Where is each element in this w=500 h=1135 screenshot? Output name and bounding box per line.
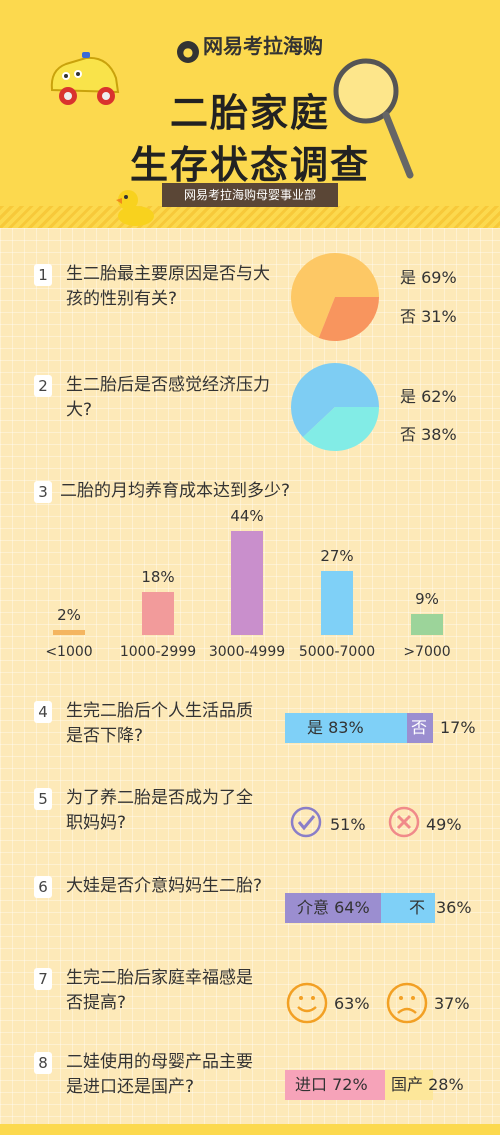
bar-no-value: 17%: [440, 718, 476, 737]
cross-icon: [388, 806, 420, 838]
magnifier-icon: [333, 58, 414, 179]
bar-not-mind: 不: [381, 893, 435, 923]
check-icon: [290, 806, 322, 838]
bar-domestic: 国产 28%: [385, 1070, 464, 1100]
bar-value-label: 2%: [57, 606, 81, 625]
bar-value-label: 18%: [141, 568, 175, 587]
pie-chart-q2: [291, 363, 379, 451]
koala-logo-icon: ●: [177, 41, 199, 63]
bar: [321, 571, 353, 635]
bar-yes: 是 83%: [285, 713, 407, 743]
question-text: 生完二胎后家庭幸福感是否提高?: [66, 968, 253, 1013]
question-number: 1: [34, 264, 52, 286]
brand-name: 网易考拉海购: [203, 34, 323, 58]
bar: [142, 592, 174, 635]
bar: [53, 630, 85, 635]
bar-category-label: 3000-4999: [208, 644, 286, 660]
question-number: 4: [34, 701, 52, 723]
question-number: 6: [34, 876, 52, 898]
pie-chart-q1: [291, 253, 379, 341]
question-text: 生完二胎后个人生活品质是否下降?: [66, 701, 253, 746]
smile-icon: [286, 982, 328, 1024]
bar-category-label: 1000-2999: [119, 644, 197, 660]
pie-label-no: 否 31%: [400, 307, 457, 326]
pie-slice-yes: [291, 253, 379, 338]
pie-label-yes: 是 62%: [400, 387, 457, 406]
question-text: 生二胎最主要原因是否与大孩的性别有关?: [66, 264, 270, 309]
pie-slice-no: [318, 297, 379, 341]
no-value: 49%: [426, 815, 462, 834]
bar: [411, 613, 443, 635]
sad-icon: [386, 982, 428, 1024]
page-title-line2: 生存状态调查: [129, 143, 370, 187]
yes-value: 63%: [334, 994, 370, 1013]
bar-category-label: 5000-7000: [298, 644, 376, 660]
bar: [231, 531, 263, 635]
pie-label-no: 否 38%: [400, 425, 457, 444]
question-text: 大娃是否介意妈妈生二胎?: [66, 876, 263, 896]
question-text: 为了养二胎是否成为了全职妈妈?: [66, 788, 253, 833]
brand-logo: ● 网易考拉海购: [0, 30, 500, 63]
page-title-line1: 二胎家庭: [169, 91, 330, 135]
question-number: 7: [34, 968, 52, 990]
bar-value-label: 27%: [320, 547, 354, 566]
bar-no: 否: [407, 713, 433, 743]
bar-category-label: >7000: [403, 644, 451, 660]
question-number: 5: [34, 788, 52, 810]
question-text: 生二胎后是否感觉经济压力大?: [66, 375, 270, 420]
question-text: 二娃使用的母婴产品主要是进口还是国产?: [66, 1052, 253, 1097]
pie-label-yes: 是 69%: [400, 268, 457, 287]
department-ribbon: 网易考拉海购母婴事业部: [154, 183, 346, 211]
yes-value: 51%: [330, 815, 366, 834]
question-text: 二胎的月均养育成本达到多少?: [60, 481, 291, 501]
pie-slice-no: [302, 407, 379, 451]
bar-value-label: 44%: [230, 507, 264, 525]
header-banner: ● 网易考拉海购 二胎家庭 生存状态调查 网易考拉海购母婴事业部: [0, 0, 500, 228]
question-number: 8: [34, 1052, 52, 1074]
toy-car-icon: [50, 52, 120, 105]
bar-category-label: <1000: [45, 644, 93, 660]
no-value: 37%: [434, 994, 470, 1013]
bar-not-mind-value: 36%: [436, 898, 472, 917]
bar-value-label: 9%: [415, 589, 439, 608]
footer-bar: [0, 1124, 500, 1135]
question-number: 2: [34, 375, 52, 397]
bar-imported: 进口 72%: [285, 1070, 385, 1100]
header-stripe: [0, 206, 500, 228]
rubber-duck-icon: [116, 190, 154, 226]
bar-mind: 介意 64%: [285, 893, 381, 923]
question-number: 3: [34, 481, 52, 503]
pie-slice-yes: [291, 363, 379, 438]
